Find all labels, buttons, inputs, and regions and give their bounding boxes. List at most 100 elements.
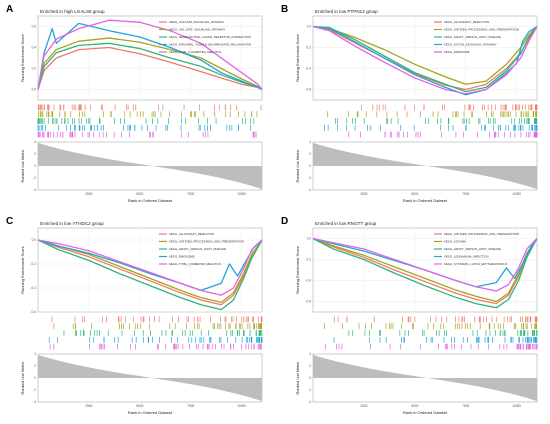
metric-tick-label: -4 [308, 400, 311, 404]
y-tick-label: -0.4 [31, 286, 37, 290]
enrichment-plot-area [37, 15, 263, 101]
series-line [37, 19, 263, 90]
panel-letter: A [6, 4, 13, 15]
panel-a: A Enriched in high LGALS8 group 0.0 0.2 0.4 0… [6, 4, 263, 203]
y-tick-label: -0.4 [306, 279, 312, 283]
y-tick-label: -0.2 [306, 258, 312, 262]
x-tick-label: 7500 [187, 404, 194, 408]
x-tick-label: 5000 [411, 192, 418, 196]
x-tick-label: 7500 [187, 192, 194, 196]
metric-tick-label: -4 [33, 400, 36, 404]
ranked-metric-area [38, 142, 262, 190]
metric-tick-label: 0 [34, 376, 36, 380]
x-tick-label: 2500 [360, 192, 367, 196]
legend-label: KEGG_ALLOGRAFT_REJECTION [444, 20, 489, 24]
series-line [37, 22, 263, 91]
series-line [37, 42, 263, 91]
x-tick-label: 2500 [360, 404, 367, 408]
ranked-metric-area [313, 354, 537, 402]
legend-label: KEGG_RIBOSOME [444, 50, 470, 54]
ranked-metric-area [38, 354, 262, 402]
y-tick-label: -0.6 [306, 300, 312, 304]
x-tick-label: 5000 [136, 192, 143, 196]
x-tick-label: 7500 [462, 192, 469, 196]
metric-tick-label: 0 [309, 164, 311, 168]
panel-d: D Enriched in low RNGTT group 0.0 -0.2 -0.4 -… [281, 216, 538, 415]
y-tick-label: 0.0 [307, 237, 312, 241]
metric-tick-label: 2 [309, 152, 311, 156]
panel-title: Enriched in low PTPN12 group [315, 9, 378, 14]
y-tick-label: 0.0 [32, 238, 37, 242]
series-line [312, 25, 538, 95]
series-line [312, 25, 538, 93]
metric-tick-label: -2 [33, 388, 36, 392]
legend-label: KEGG_ANTIGEN_PROCESSING_AND_PRESENTATION [444, 232, 519, 236]
y-tick-label: 0.0 [32, 88, 37, 92]
legend-label: KEGG_GRAFT_VERSUS_HOST_DISEASE [169, 247, 226, 251]
legend-label: KEGG_TYPE_I_DIABETES_MELLITUS [169, 262, 221, 266]
legend-label: KEGG_ALLOGRAFT_REJECTION [169, 232, 214, 236]
legend: KEGG_CALCIUM_SIGNALING_PATHWAY KEGG_JAK_S… [158, 20, 251, 54]
series-line [312, 237, 538, 309]
panel-letter: C [6, 216, 13, 227]
y-tick-label: -0.6 [306, 88, 312, 92]
panel-b: B Enriched in low PTPN12 group 0.0 -0.2 -0.4… [281, 4, 538, 203]
y-tick-label: -0.2 [306, 46, 312, 50]
legend-label: KEGG_ASTHMA [444, 240, 466, 244]
panel-c: C Enriched in low YTHDC2 group 0.0 -0.2 -0.4… [6, 216, 263, 415]
legend-label: KEGG_GRAFT_VERSUS_HOST_DISEASE [444, 35, 501, 39]
y-tick-label: -0.4 [306, 67, 312, 71]
y-axis-label: Running Enrichment Score [20, 245, 25, 294]
legend-label: KEGG_ANTIGEN_PROCESSING_AND_PRESENTATION [444, 28, 519, 32]
legend: KEGG_ALLOGRAFT_REJECTION KEGG_ANTIGEN_PRO… [158, 232, 244, 266]
legend-label: KEGG_SYSTEMIC_LUPUS_ERYTHEMATOSUS [444, 262, 507, 266]
metric-tick-label: 0 [34, 164, 36, 168]
x-tick-label: 10000 [512, 192, 521, 196]
x-tick-label: 2500 [85, 192, 92, 196]
enrichment-plot-area [37, 227, 263, 313]
x-axis-label: Rank in Ordered Dataset [128, 198, 173, 203]
panel-letter: D [281, 216, 288, 227]
series-line [37, 239, 263, 311]
metric-tick-label: 4 [34, 140, 36, 144]
legend-label: KEGG_GRAFT_VERSUS_HOST_DISEASE [444, 247, 501, 251]
legend-label: KEGG_TYPE_II_DIABETES_MELLITUS [169, 50, 221, 54]
y-tick-label: 0.2 [32, 67, 37, 71]
series-line [37, 46, 263, 91]
metric-tick-label: 4 [309, 140, 311, 144]
series-line [37, 37, 263, 91]
legend-label: KEGG_NOTCH_SIGNALING_PATHWAY [444, 43, 497, 47]
series-line [37, 239, 263, 304]
panel-letter: B [281, 4, 288, 15]
legend-label: KEGG_CALCIUM_SIGNALING_PATHWAY [169, 20, 225, 24]
x-axis-label: Rank in Ordered Dataset [128, 410, 173, 415]
x-tick-label: 5000 [411, 404, 418, 408]
series-line [312, 237, 538, 305]
panel-title: Enriched in low RNGTT group [315, 221, 377, 226]
x-axis-label: Rank in Ordered Dataset [403, 410, 448, 415]
metric-tick-label: 2 [34, 152, 36, 156]
y-tick-label: 0.4 [32, 46, 37, 50]
y-axis-label: Running Enrichment Score [295, 33, 300, 82]
legend-label: KEGG_ANTIGEN_PROCESSING_AND_PRESENTATION [169, 240, 244, 244]
metric-tick-label: 4 [309, 352, 311, 356]
legend-label: KEGG_JAK_STAT_SIGNALING_PATHWAY [169, 28, 225, 32]
metric-tick-label: -2 [33, 176, 36, 180]
metric-tick-label: 2 [34, 364, 36, 368]
enrichment-plot-area [312, 15, 538, 101]
y-tick-label: -0.6 [31, 310, 37, 314]
metric-axis-label: Ranked List Metric [20, 149, 25, 182]
series-line [37, 239, 263, 306]
x-tick-label: 5000 [136, 404, 143, 408]
x-tick-label: 10000 [237, 192, 246, 196]
y-tick-label: 0.0 [307, 25, 312, 29]
series-line [312, 25, 538, 96]
legend-label: KEGG_NEUROACTIVE_LIGAND_RECEPTOR_INTERAC… [169, 35, 251, 39]
legend: KEGG_ANTIGEN_PROCESSING_AND_PRESENTATION… [433, 232, 519, 266]
metric-tick-label: 0 [309, 376, 311, 380]
panel-title: Enriched in low YTHDC2 group [40, 221, 104, 226]
panel-title: Enriched in high LGALS8 group [40, 9, 105, 14]
metric-tick-label: -2 [308, 388, 311, 392]
x-tick-label: 10000 [237, 404, 246, 408]
